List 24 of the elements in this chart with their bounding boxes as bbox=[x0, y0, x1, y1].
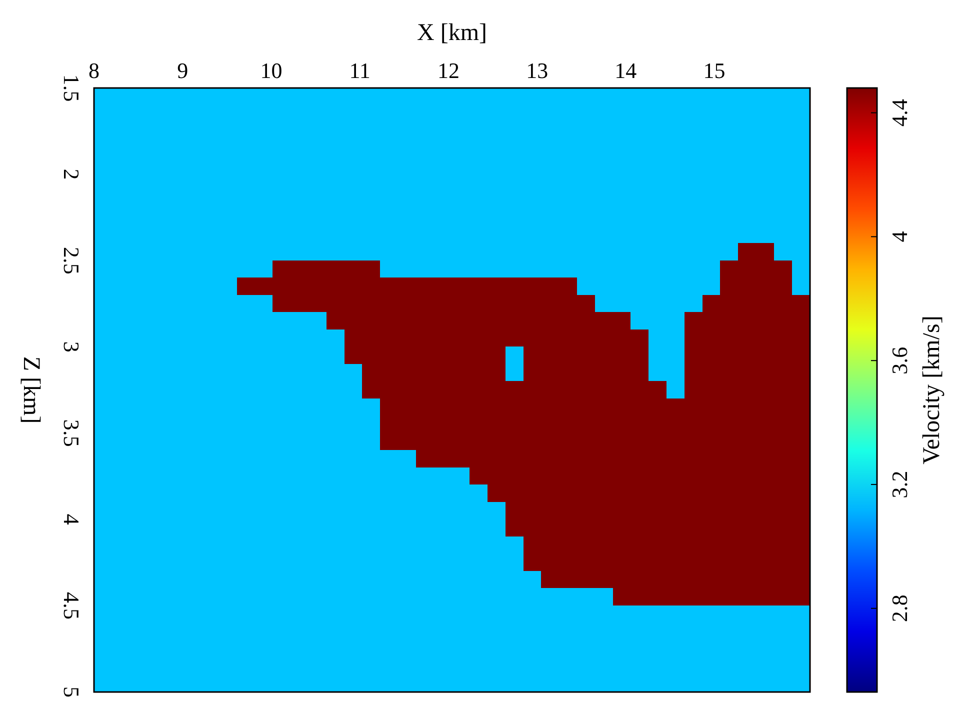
color-bar-label: 3.6 bbox=[887, 346, 912, 374]
x-tick-label: 14 bbox=[614, 58, 637, 83]
x-tick-label: 11 bbox=[349, 58, 370, 83]
x-axis-title: X [km] bbox=[417, 20, 487, 46]
color-bar-label: 2.8 bbox=[887, 594, 912, 622]
y-tick-label: 4 bbox=[59, 514, 84, 525]
x-tick-label: 13 bbox=[526, 58, 548, 83]
y-tick-label: 1.5 bbox=[59, 74, 84, 102]
x-tick-label: 8 bbox=[88, 58, 100, 83]
y-tick-label: 4.5 bbox=[59, 592, 84, 620]
color-bar-label: 4 bbox=[887, 231, 912, 242]
y-axis-title: Z [km] bbox=[18, 356, 44, 424]
y-tick-label: 3 bbox=[59, 341, 84, 352]
color-bar-label: 3.2 bbox=[887, 470, 912, 498]
x-tick-label: 15 bbox=[703, 58, 726, 83]
y-tick-label: 2.5 bbox=[59, 246, 84, 274]
y-tick-label: 2 bbox=[59, 168, 84, 180]
color-bar-title: Velocity [km/s] bbox=[919, 316, 945, 464]
x-tick-label: 9 bbox=[177, 58, 188, 83]
x-tick-label: 12 bbox=[437, 58, 460, 83]
x-tick-label: 10 bbox=[260, 58, 282, 83]
y-tick-label: 3.5 bbox=[59, 419, 84, 447]
color-bar-label: 4.4 bbox=[887, 99, 912, 127]
y-tick-label: 5 bbox=[59, 686, 84, 698]
